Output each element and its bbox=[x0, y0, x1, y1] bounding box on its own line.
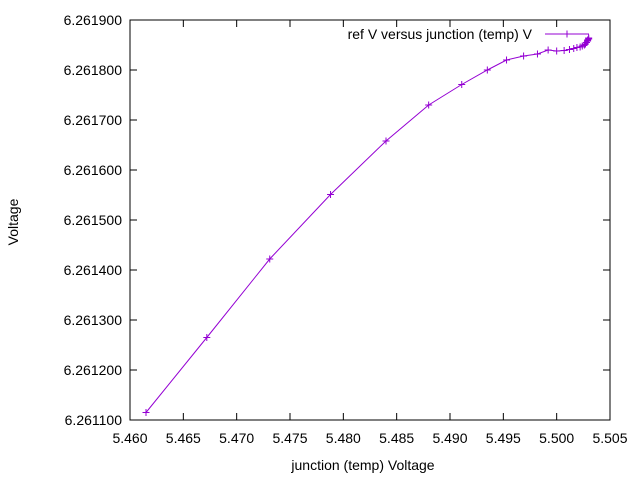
data-point bbox=[544, 46, 552, 54]
x-tick-label: 5.475 bbox=[272, 430, 307, 446]
data-point bbox=[142, 409, 150, 416]
tick-labels: 5.460 5.465 5.470 5.475 5.480 5.485 5.490 5.495… bbox=[64, 12, 628, 446]
x-tick-label: 5.500 bbox=[539, 430, 574, 446]
series-line bbox=[145, 38, 590, 413]
data-point bbox=[327, 191, 335, 198]
y-tick-label: 6.261300 bbox=[64, 312, 123, 328]
y-axis-title: Voltage bbox=[5, 198, 21, 245]
x-tick-label: 5.460 bbox=[112, 430, 147, 446]
data-point bbox=[565, 46, 573, 53]
data-point bbox=[520, 52, 528, 60]
data-point bbox=[560, 47, 568, 54]
data-point bbox=[483, 66, 491, 74]
x-tick-label: 5.490 bbox=[432, 430, 467, 446]
data-point bbox=[425, 101, 433, 109]
plot-frame bbox=[129, 19, 611, 421]
legend: ref V versus junction (temp) V bbox=[348, 26, 589, 42]
data-point bbox=[382, 137, 390, 145]
y-tick-label: 6.261500 bbox=[64, 212, 123, 228]
legend-marker bbox=[563, 30, 571, 38]
data-point bbox=[203, 334, 211, 341]
x-tick-label: 5.495 bbox=[486, 430, 521, 446]
y-tick-label: 6.261600 bbox=[64, 162, 123, 178]
ticks bbox=[129, 19, 611, 421]
x-tick-label: 5.505 bbox=[592, 430, 627, 446]
data-point bbox=[553, 47, 561, 55]
y-tick-label: 6.261100 bbox=[65, 412, 123, 428]
data-point bbox=[585, 34, 593, 42]
data-point bbox=[570, 45, 578, 52]
data-point bbox=[266, 255, 274, 263]
data-point bbox=[533, 50, 541, 58]
x-tick-label: 5.485 bbox=[379, 430, 414, 446]
legend-label: ref V versus junction (temp) V bbox=[348, 26, 533, 42]
y-tick-label: 6.261800 bbox=[64, 62, 123, 78]
x-axis-title: junction (temp) Voltage bbox=[290, 457, 434, 473]
x-tick-label: 5.480 bbox=[326, 430, 361, 446]
series-layer bbox=[142, 34, 593, 416]
data-point bbox=[503, 56, 511, 64]
x-tick-label: 5.470 bbox=[219, 430, 254, 446]
y-tick-label: 6.261700 bbox=[64, 112, 123, 128]
y-tick-label: 6.261900 bbox=[64, 12, 123, 28]
data-point bbox=[458, 81, 466, 88]
y-tick-label: 6.261400 bbox=[64, 262, 123, 278]
x-tick-label: 5.465 bbox=[166, 430, 201, 446]
y-tick-label: 6.261200 bbox=[64, 362, 123, 378]
